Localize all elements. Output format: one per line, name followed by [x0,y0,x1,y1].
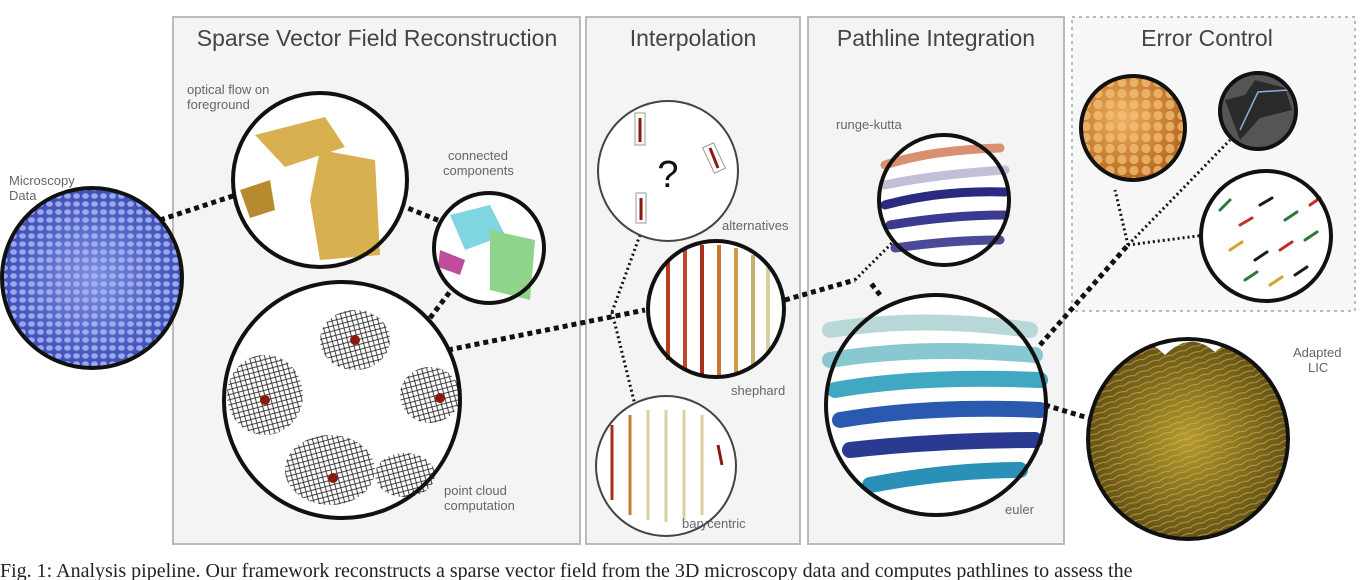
title-sparse: Sparse Vector Field Reconstruction [197,25,558,51]
figure-caption: Fig. 1: Analysis pipeline. Our framework… [0,560,1133,580]
runge-kutta-circle [877,133,1011,267]
orange-cells-circle [1079,74,1187,182]
connectors [159,138,1232,423]
label-euler: euler [1005,502,1035,517]
title-interp: Interpolation [630,25,757,51]
label-point-cloud: point cloud computation [444,483,515,513]
glyph-field-circle [1199,169,1333,303]
microscopy-circle [0,186,184,370]
connected-components-circle [432,191,546,305]
label-connected: connected components [443,148,514,178]
label-shephard: shephard [731,383,785,398]
shephard-circle [646,239,786,379]
point-cloud-circle [222,280,462,520]
euler-circle [822,293,1048,517]
label-runge-kutta: runge-kutta [836,117,903,132]
dark-zoom-circle [1218,71,1298,151]
label-optical-flow: optical flow on foreground [187,82,273,112]
label-barycentric: barycentric [682,516,746,531]
adapted-lic-circle [1086,336,1290,541]
question-mark: ? [657,154,678,196]
title-pathline: Pathline Integration [837,25,1035,51]
alternatives-circle [597,100,739,242]
title-error: Error Control [1141,25,1273,51]
label-microscopy: Microscopy Data [9,173,78,203]
label-adapted-lic: Adapted LIC [1293,345,1345,375]
label-alternatives: alternatives [722,218,789,233]
barycentric-circle [595,395,737,537]
optical-flow-circle [231,91,409,269]
